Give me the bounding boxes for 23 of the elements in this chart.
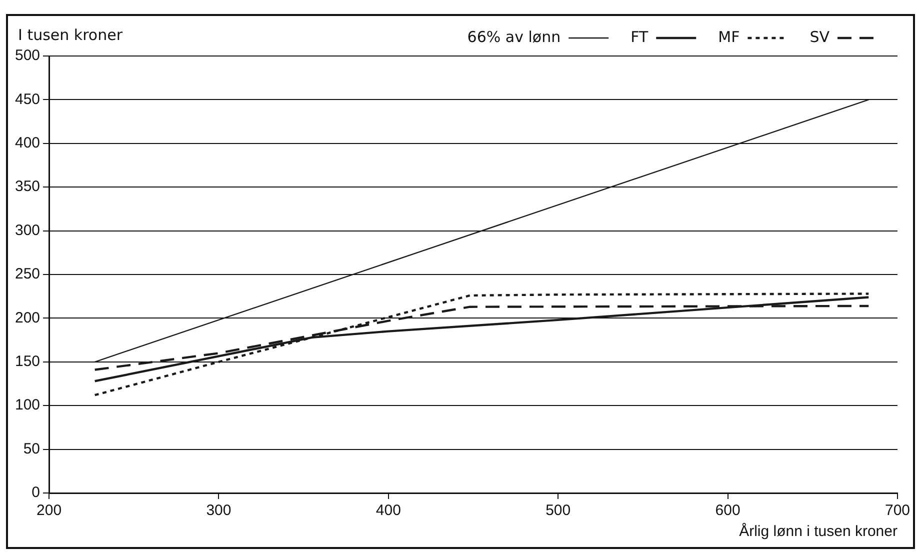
x-tick-label: 400 [376, 502, 401, 520]
y-axis-title: I tusen kroner [18, 26, 124, 44]
legend-label: FT [630, 28, 649, 46]
y-tick-label: 200 [14, 309, 40, 326]
x-axis-title: Årlig lønn i tusen kroner [739, 522, 898, 540]
y-tick-label: 500 [14, 47, 40, 64]
y-tick-label: 50 [23, 440, 40, 458]
legend-label: SV [810, 28, 830, 46]
x-tick-label: 500 [546, 502, 571, 520]
x-tick-label: 700 [884, 502, 910, 520]
legend-label: 66% av lønn [467, 28, 561, 46]
legend-label: MF [718, 28, 740, 46]
y-tick-label: 0 [32, 484, 40, 502]
y-tick-label: 100 [14, 396, 40, 414]
y-tick-label: 300 [14, 222, 40, 239]
y-tick-label: 350 [14, 178, 40, 196]
y-tick-label: 400 [14, 134, 40, 152]
x-tick-label: 600 [715, 502, 740, 520]
y-tick-label: 250 [14, 266, 40, 283]
x-tick-label: 200 [36, 502, 62, 520]
y-tick-label: 150 [14, 353, 40, 370]
x-tick-label: 300 [206, 502, 232, 520]
y-tick-label: 450 [14, 90, 40, 108]
